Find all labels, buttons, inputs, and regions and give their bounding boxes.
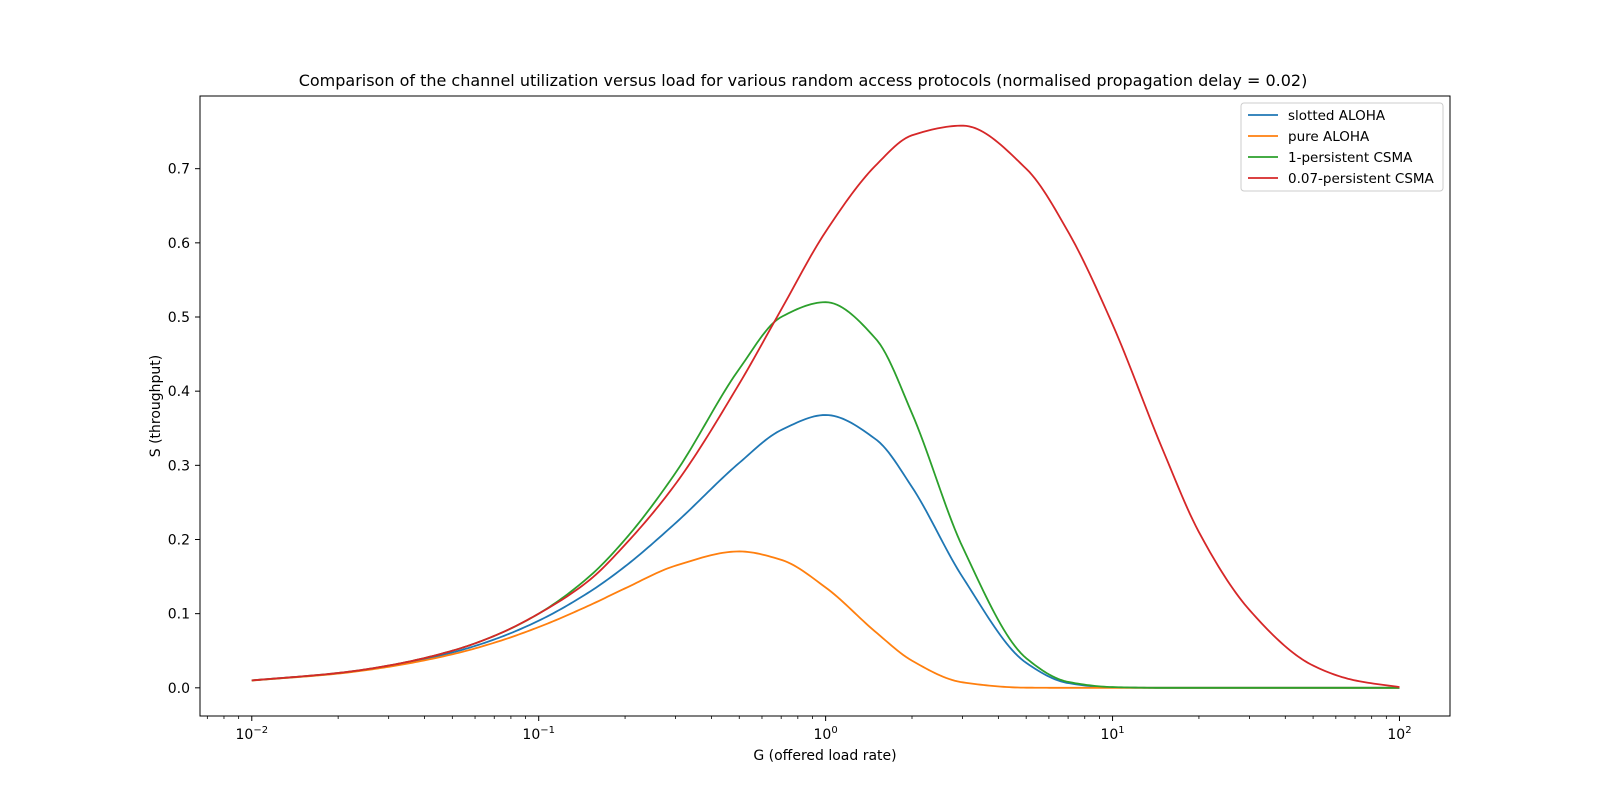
legend-label: slotted ALOHA (1288, 108, 1386, 124)
chart-title: Comparison of the channel utilization ve… (299, 71, 1308, 90)
x-tick-label: 10−1 (522, 725, 555, 743)
y-tick-label: 0.5 (168, 310, 190, 326)
x-tick-label: 102 (1387, 725, 1411, 743)
y-tick-label: 0.4 (168, 384, 190, 400)
series-layer (251, 124, 1400, 689)
y-axis: 0.0 0.1 0.2 0.3 0.4 0.5 0.6 0.7 (168, 162, 200, 697)
y-tick-label: 0.2 (168, 532, 190, 548)
x-tick-label: 100 (814, 725, 838, 743)
y-tick-label: 0.3 (168, 458, 190, 474)
legend-frame (1240, 102, 1444, 192)
legend-label: 0.07-persistent CSMA (1288, 171, 1435, 187)
legend-label: 1-persistent CSMA (1288, 150, 1413, 166)
legend: slotted ALOHA pure ALOHA 1-persistent CSMA… (1240, 102, 1444, 192)
y-tick-label: 0.7 (168, 162, 190, 178)
y-tick-label: 0.0 (168, 681, 190, 697)
plot-frame (199, 95, 1451, 717)
y-tick-label: 0.1 (168, 607, 190, 623)
x-axis-label: G (offered load rate) (753, 748, 896, 764)
x-axis: 10−2 10−1 100 101 102 (206, 716, 1412, 743)
x-tick-label: 101 (1100, 725, 1124, 743)
legend-label: pure ALOHA (1288, 129, 1370, 145)
y-tick-label: 0.6 (168, 236, 190, 252)
y-axis-label: S (throughput) (148, 355, 164, 458)
x-tick-label: 10−2 (235, 725, 268, 743)
plot-area (199, 95, 1451, 717)
series-line-3 (251, 124, 1400, 688)
